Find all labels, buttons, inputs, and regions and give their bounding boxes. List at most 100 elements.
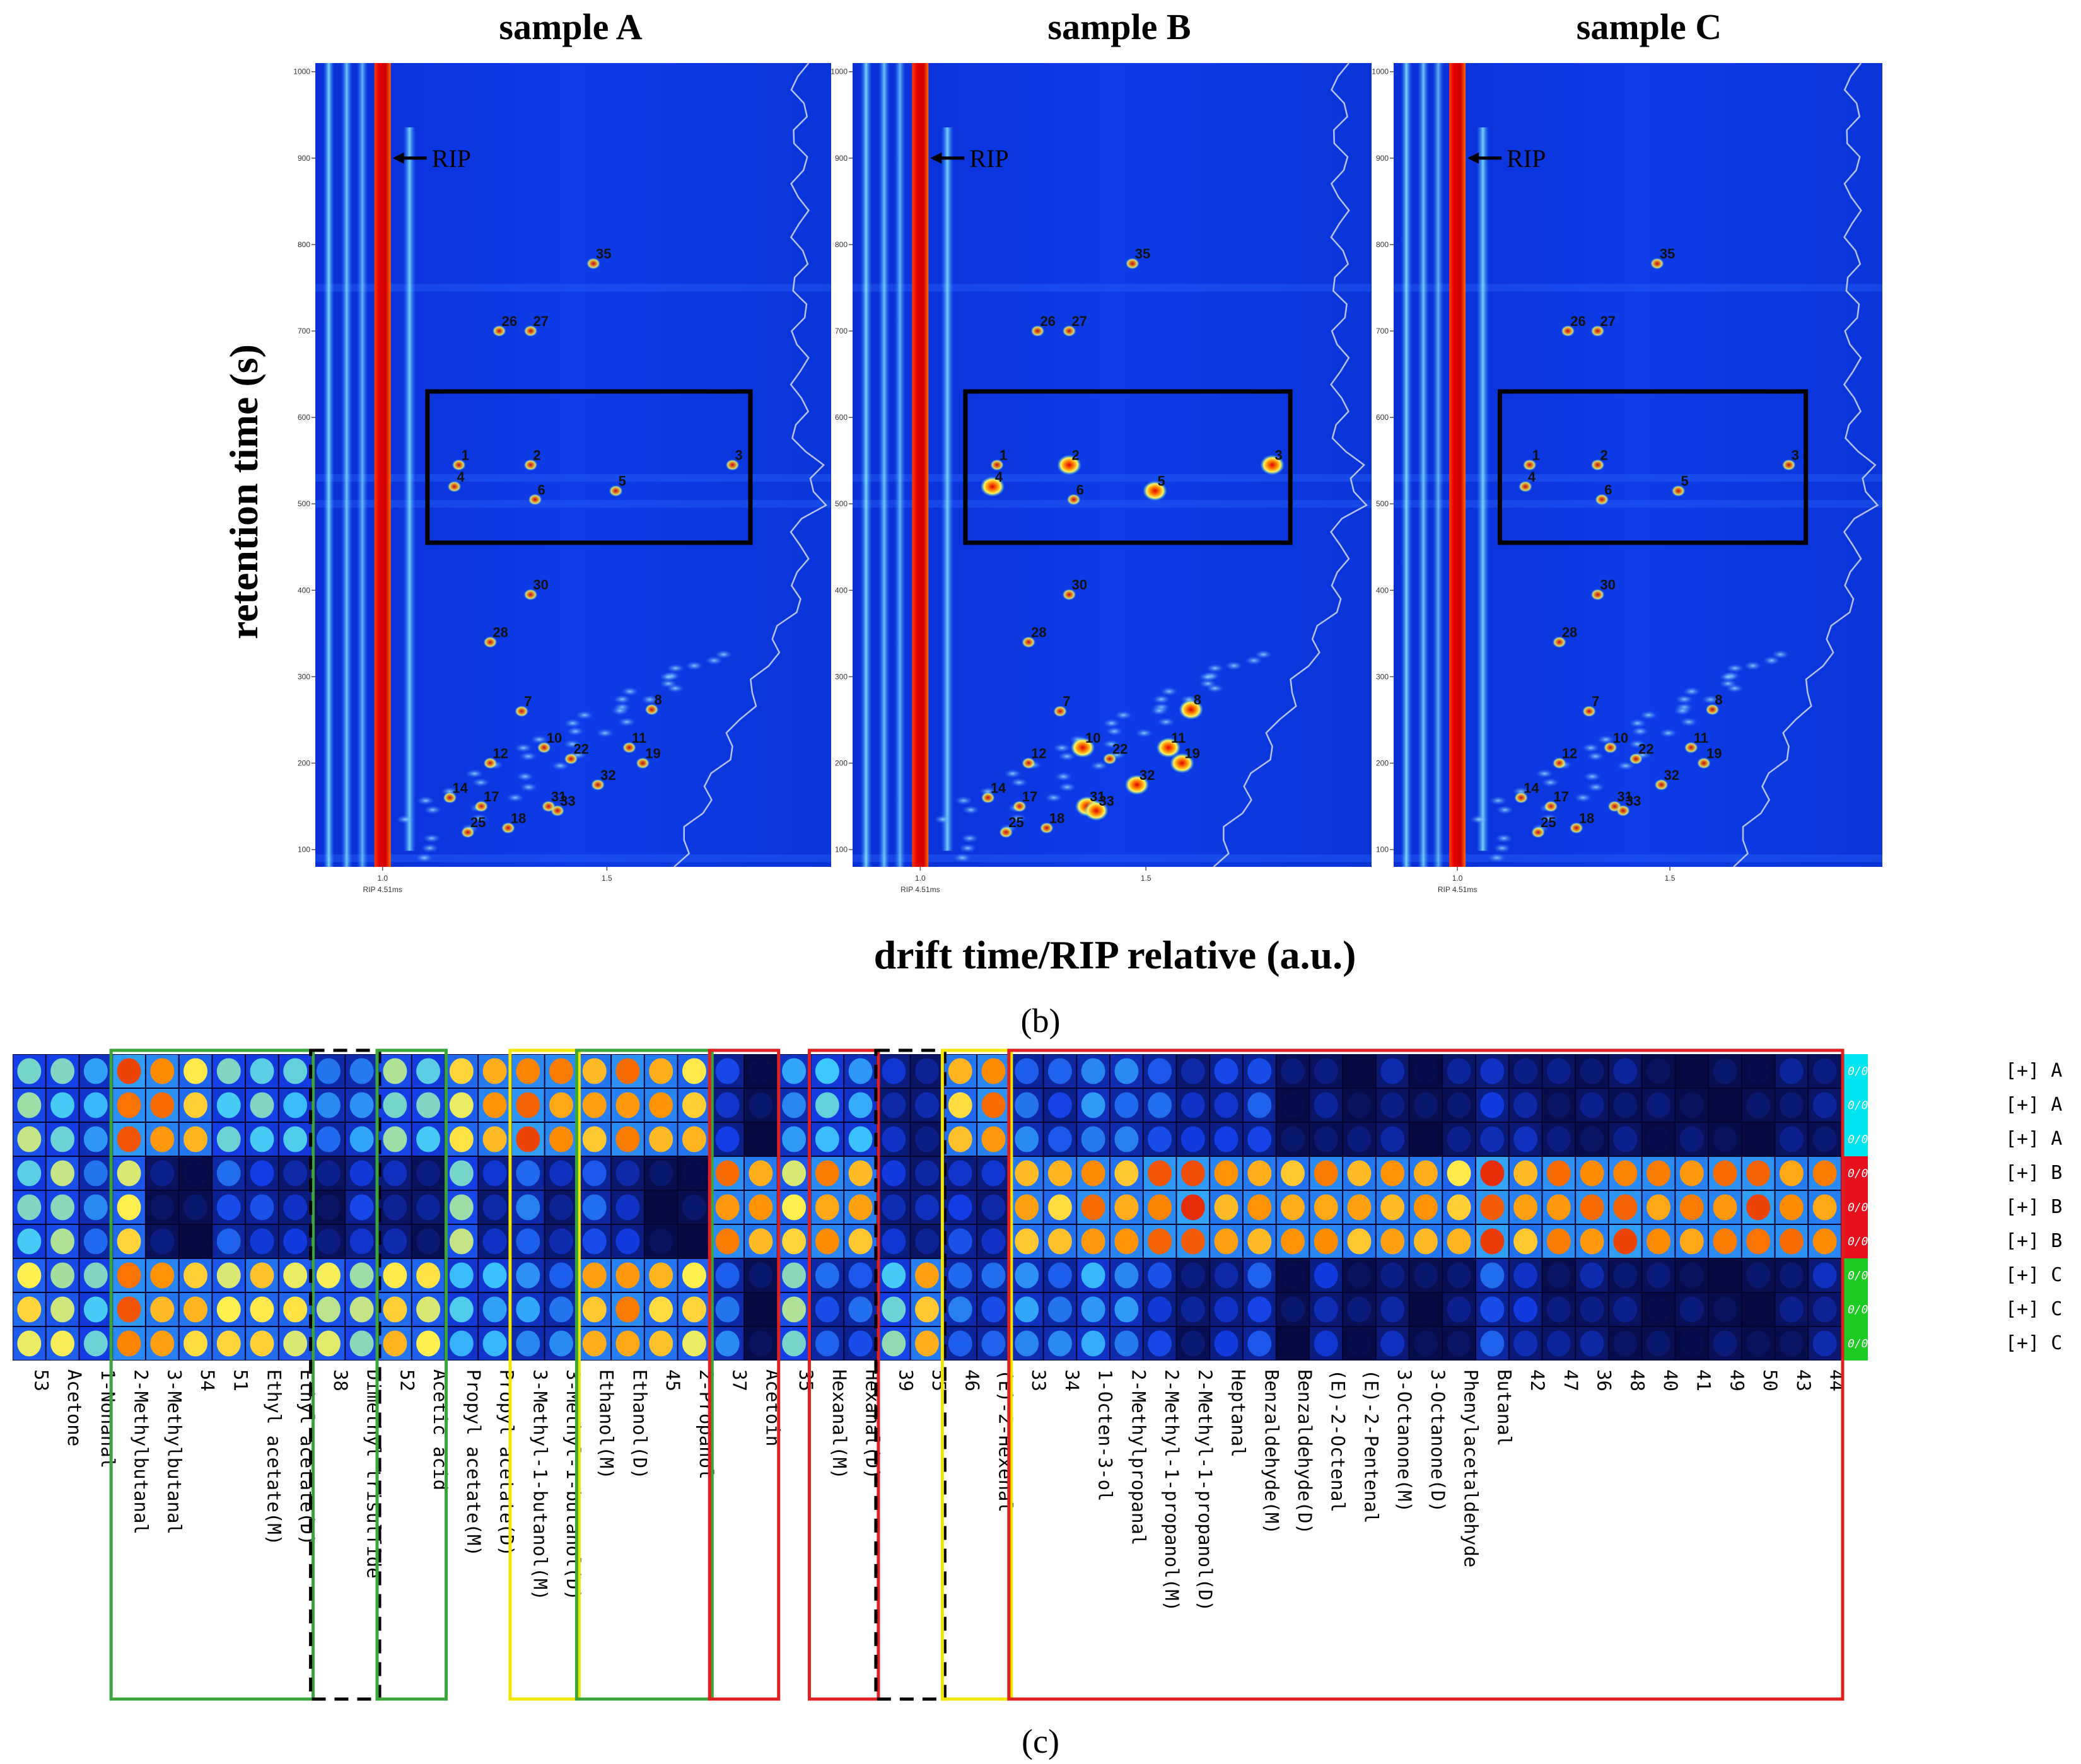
peak-4-label: 4 bbox=[1528, 469, 1536, 485]
heatmap-spot bbox=[1413, 1126, 1438, 1152]
heatmap-spot bbox=[715, 1262, 740, 1289]
heatmap-spot bbox=[1480, 1330, 1505, 1357]
peak-22-spot bbox=[1103, 753, 1117, 765]
heatmap-spot bbox=[549, 1160, 573, 1187]
heatmap-spot bbox=[848, 1194, 873, 1221]
peak-1-label: 1 bbox=[462, 448, 469, 463]
heatmap-spot bbox=[1613, 1160, 1638, 1187]
heatmap-spot bbox=[449, 1296, 474, 1323]
compound-label: 44 bbox=[1826, 1369, 1848, 1391]
heatmap-spot bbox=[516, 1092, 540, 1118]
heatmap-spot bbox=[981, 1160, 1006, 1187]
background-band bbox=[315, 284, 831, 292]
faint-signal bbox=[1150, 706, 1169, 716]
row-label[interactable]: [+] C bbox=[2005, 1264, 2062, 1286]
peak-10-spot bbox=[1070, 737, 1095, 758]
peak-32-label: 32 bbox=[1140, 767, 1155, 783]
heatmap-spot bbox=[83, 1194, 108, 1221]
heatmap-spot bbox=[184, 1092, 207, 1118]
peak-8-label: 8 bbox=[654, 692, 662, 707]
heatmap-spot bbox=[1380, 1160, 1405, 1187]
heatmap-spot bbox=[482, 1194, 507, 1221]
heatmap-spot bbox=[117, 1262, 141, 1289]
faint-signal bbox=[563, 740, 581, 749]
heatmap-spot bbox=[715, 1058, 740, 1084]
row-label[interactable]: [+] A bbox=[2005, 1128, 2062, 1150]
heatmap-spot bbox=[216, 1160, 241, 1187]
heatmap-spot bbox=[582, 1126, 607, 1152]
peak-8-label: 8 bbox=[1194, 692, 1201, 707]
heatmap-spot bbox=[1314, 1330, 1338, 1357]
heatmap-spot bbox=[184, 1262, 207, 1289]
heatmap-spot bbox=[1214, 1092, 1239, 1118]
heatmap-spot bbox=[915, 1296, 939, 1323]
faint-signal bbox=[1152, 695, 1170, 704]
row-label[interactable]: [+] C bbox=[2005, 1332, 2062, 1354]
row-label[interactable]: [+] B bbox=[2005, 1196, 2062, 1218]
heatmap-spot bbox=[981, 1092, 1006, 1118]
heatmap-spot bbox=[1148, 1092, 1172, 1118]
heatmap-spot bbox=[1281, 1058, 1305, 1084]
heatmap-spot bbox=[782, 1228, 807, 1255]
faint-signal bbox=[1053, 743, 1071, 753]
compound-label: Acetone bbox=[64, 1369, 85, 1446]
heatmap-spot bbox=[1148, 1228, 1172, 1255]
faint-signal bbox=[959, 844, 977, 853]
heatmap-spot bbox=[1546, 1160, 1571, 1187]
heatmap-spot bbox=[649, 1194, 673, 1221]
heatmap-spot bbox=[283, 1194, 308, 1221]
compound-group-box bbox=[708, 1048, 781, 1701]
peak-33-label: 33 bbox=[1626, 793, 1641, 809]
faint-signal bbox=[564, 719, 582, 728]
peak-1-spot bbox=[1522, 459, 1537, 471]
row-label[interactable]: [+] A bbox=[2005, 1094, 2062, 1116]
peak-10-spot bbox=[537, 741, 551, 753]
peak-28-spot bbox=[1022, 636, 1035, 648]
heatmap-spot bbox=[1114, 1296, 1139, 1323]
heatmap-spot bbox=[117, 1058, 141, 1084]
faint-signal bbox=[714, 650, 733, 659]
heatmap-spot bbox=[1047, 1296, 1072, 1323]
row-label[interactable]: [+] B bbox=[2005, 1162, 2062, 1184]
heatmap-spot bbox=[1580, 1330, 1604, 1357]
heatmap-spot bbox=[17, 1126, 42, 1152]
heatmap-spot bbox=[649, 1092, 673, 1118]
heatmap-spot bbox=[83, 1330, 108, 1357]
heatmap-spot bbox=[615, 1228, 640, 1255]
background-band bbox=[315, 854, 831, 862]
faint-signal bbox=[705, 656, 723, 665]
row-label[interactable]: [+] A bbox=[2005, 1060, 2062, 1082]
heatmap-spot bbox=[1247, 1296, 1272, 1323]
heatmap-spot bbox=[649, 1160, 673, 1187]
faint-signal bbox=[1469, 815, 1488, 824]
heatmap-spot bbox=[17, 1262, 42, 1289]
heatmap-spot bbox=[1015, 1058, 1039, 1084]
heatmap-spot bbox=[1613, 1296, 1638, 1323]
faint-signal bbox=[515, 743, 533, 753]
y-tick-label: 700 bbox=[835, 327, 848, 335]
heatmap-spot bbox=[615, 1262, 640, 1289]
faint-signal bbox=[465, 769, 484, 779]
heatmap-spot bbox=[615, 1296, 640, 1323]
peak-30-label: 30 bbox=[1072, 577, 1087, 593]
peak-5-spot bbox=[1143, 480, 1167, 501]
heatmap-spot bbox=[1746, 1126, 1771, 1152]
peak-31-label: 31 bbox=[551, 789, 566, 804]
heatmap-spot bbox=[1214, 1330, 1239, 1357]
y-tick-label: 600 bbox=[298, 413, 310, 422]
x-tick-label: 1.0 bbox=[377, 874, 388, 883]
peak-10-label: 10 bbox=[1085, 730, 1100, 746]
compound-label: Butanal bbox=[1493, 1369, 1515, 1446]
row-label[interactable]: [+] B bbox=[2005, 1230, 2062, 1252]
heatmap-spot bbox=[1746, 1330, 1771, 1357]
heatmap-spot bbox=[1148, 1330, 1172, 1357]
row-label[interactable]: [+] C bbox=[2005, 1298, 2062, 1320]
heatmap-spot bbox=[349, 1262, 374, 1289]
heatmap-spot bbox=[1081, 1194, 1105, 1221]
heatmap-spot bbox=[1812, 1296, 1837, 1323]
heatmap-spot bbox=[1812, 1058, 1837, 1084]
heatmap-spot bbox=[1746, 1228, 1771, 1255]
peak-32-spot bbox=[1124, 774, 1150, 795]
